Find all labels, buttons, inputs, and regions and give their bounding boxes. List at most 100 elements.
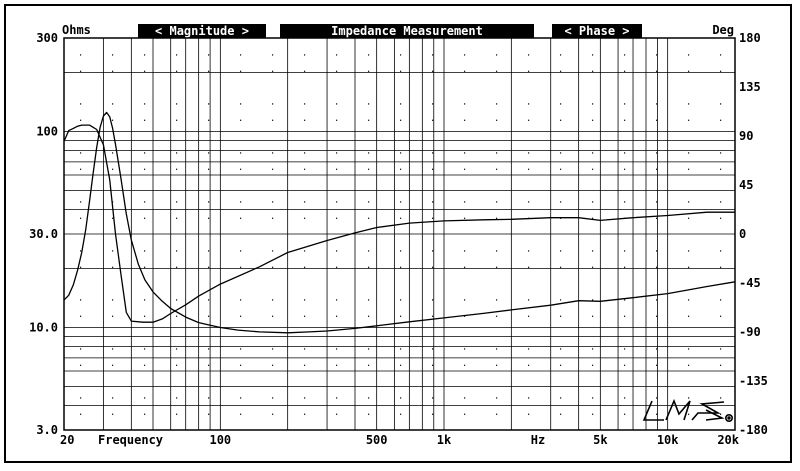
- grid-dot: [176, 348, 177, 349]
- grid-dot: [176, 299, 177, 300]
- grid-dot: [528, 397, 529, 398]
- grid-dot: [240, 397, 241, 398]
- grid-dot: [176, 397, 177, 398]
- grid-dot: [496, 414, 497, 415]
- grid-dot: [496, 299, 497, 300]
- grid-dot: [688, 397, 689, 398]
- grid-dot: [560, 414, 561, 415]
- grid-dot: [688, 250, 689, 251]
- grid-dot: [368, 152, 369, 153]
- grid-dot: [144, 267, 145, 268]
- series-magnitude-line: [64, 113, 735, 333]
- grid-dot: [336, 103, 337, 104]
- grid-dot: [208, 218, 209, 219]
- grid-dot: [336, 397, 337, 398]
- grid-dot: [592, 299, 593, 300]
- grid-dot: [272, 152, 273, 153]
- grid-dot: [432, 103, 433, 104]
- grid-dot: [496, 316, 497, 317]
- grid-dot: [208, 414, 209, 415]
- grid-dot: [368, 103, 369, 104]
- grid-dot: [112, 54, 113, 55]
- x-tick-label: 20k: [717, 433, 739, 447]
- grid-dot: [144, 201, 145, 202]
- grid-dot: [368, 71, 369, 72]
- grid-dot: [240, 201, 241, 202]
- grid-dot: [624, 201, 625, 202]
- grid-dot: [304, 250, 305, 251]
- grid-dot: [688, 120, 689, 121]
- grid-dot: [560, 348, 561, 349]
- grid-dot: [400, 71, 401, 72]
- grid-dot: [656, 152, 657, 153]
- grid-dot: [688, 414, 689, 415]
- grid-dot: [336, 218, 337, 219]
- grid-dot: [400, 299, 401, 300]
- grid-dot: [144, 71, 145, 72]
- grid-dot: [432, 169, 433, 170]
- grid-dot: [560, 54, 561, 55]
- grid-dot: [528, 152, 529, 153]
- grid-dot: [208, 348, 209, 349]
- grid-dot: [240, 348, 241, 349]
- grid-dot: [80, 414, 81, 415]
- grid-dot: [304, 299, 305, 300]
- y-right-tick-label: 0: [739, 227, 746, 241]
- grid-dot: [496, 103, 497, 104]
- grid-dot: [144, 299, 145, 300]
- grid-dot: [80, 120, 81, 121]
- grid-dot: [624, 71, 625, 72]
- grid-dot: [208, 299, 209, 300]
- grid-dot: [112, 299, 113, 300]
- grid-dot: [688, 201, 689, 202]
- grid-dot: [624, 348, 625, 349]
- grid-dot: [720, 54, 721, 55]
- grid-dot: [560, 365, 561, 366]
- y-right-tick-label: -45: [739, 276, 761, 290]
- grid-dot: [112, 414, 113, 415]
- grid-dot: [432, 348, 433, 349]
- grid-dot: [272, 365, 273, 366]
- grid-dot: [80, 348, 81, 349]
- grid-dot: [80, 169, 81, 170]
- grid-dot: [272, 397, 273, 398]
- grid-dot: [368, 250, 369, 251]
- grid-dot: [208, 316, 209, 317]
- grid-dot: [560, 103, 561, 104]
- chart-header: Ohms < Magnitude > Impedance Measurement…: [62, 23, 734, 38]
- y-right-tick-label: 180: [739, 31, 761, 45]
- grid-dot: [240, 365, 241, 366]
- grid-dot: [592, 54, 593, 55]
- grid-dot: [528, 267, 529, 268]
- grid-dot: [240, 299, 241, 300]
- right-unit-label: Deg: [712, 23, 734, 37]
- grid-dot: [592, 71, 593, 72]
- grid-dot: [432, 397, 433, 398]
- grid-dot: [368, 169, 369, 170]
- grid-dot: [720, 414, 721, 415]
- grid-dot: [304, 397, 305, 398]
- y-right-tick-label: -135: [739, 374, 768, 388]
- grid-dot: [176, 250, 177, 251]
- grid-dot: [400, 103, 401, 104]
- grid-dot: [208, 267, 209, 268]
- grid-dot: [80, 250, 81, 251]
- grid-dot: [592, 201, 593, 202]
- grid-dot: [80, 103, 81, 104]
- grid-dot: [336, 152, 337, 153]
- grid-dot: [528, 250, 529, 251]
- grid-dot: [720, 152, 721, 153]
- grid-dot: [464, 414, 465, 415]
- grid-dot: [336, 365, 337, 366]
- grid-dot: [720, 316, 721, 317]
- grid-dot: [496, 54, 497, 55]
- grid-dot: [144, 365, 145, 366]
- chart-title: Impedance Measurement: [331, 24, 483, 38]
- grid-dot: [464, 152, 465, 153]
- grid-dot: [176, 316, 177, 317]
- grid-dot: [112, 103, 113, 104]
- grid-dot: [272, 267, 273, 268]
- grid-dot: [240, 152, 241, 153]
- y-right-tick-label: 45: [739, 178, 753, 192]
- grid-dot: [240, 71, 241, 72]
